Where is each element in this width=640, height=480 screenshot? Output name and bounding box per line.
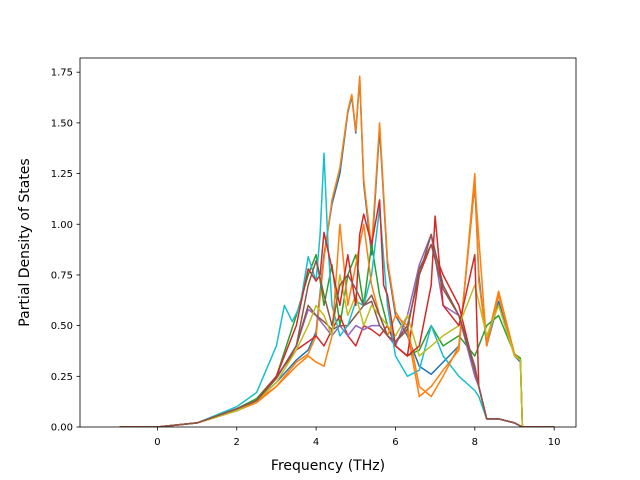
- plot-frame: [79, 57, 577, 428]
- x-tick-label: 8: [472, 437, 478, 448]
- series-line-8: [119, 182, 555, 427]
- x-tick-label: 2: [234, 437, 240, 448]
- x-axis-label: Frequency (THz): [271, 458, 385, 474]
- y-tick-label: 1.00: [51, 220, 73, 231]
- y-tick-label: 0.25: [51, 372, 73, 383]
- y-tick-label: 0.00: [51, 423, 73, 434]
- series-line-9: [119, 274, 555, 427]
- x-tick-label: 6: [392, 437, 398, 448]
- y-tick-label: 0.50: [51, 321, 73, 332]
- y-tick-label: 1.75: [51, 68, 73, 79]
- x-tick-label: 4: [313, 437, 319, 448]
- series-layer: [119, 75, 555, 427]
- series-line-10: [119, 199, 555, 427]
- series-line-1: [119, 77, 555, 427]
- series-line-2: [119, 75, 555, 427]
- y-tick-label: 1.25: [51, 169, 73, 180]
- series-line-11: [119, 243, 555, 427]
- y-axis-label: Partial Density of States: [17, 158, 33, 326]
- y-tick-label: 0.75: [51, 270, 73, 281]
- y-axis-ticks: 0.00 0.25 0.50 0.75 1.00 1.25 1.50 1.75: [51, 68, 80, 434]
- x-tick-label: 10: [548, 437, 561, 448]
- x-tick-label: 0: [154, 437, 160, 448]
- series-line-7: [119, 152, 555, 427]
- y-tick-label: 1.50: [51, 118, 73, 129]
- x-axis-ticks: 0 2 4 6 8 10: [154, 427, 561, 448]
